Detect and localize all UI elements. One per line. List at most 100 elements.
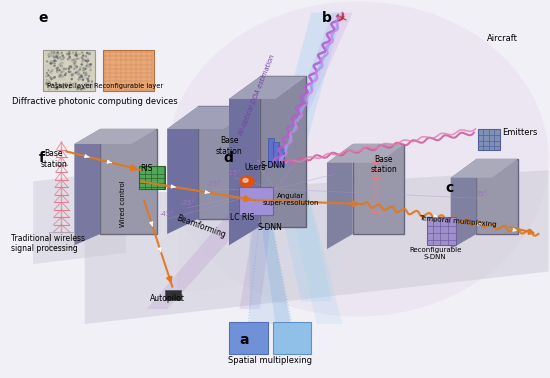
Polygon shape [100, 129, 157, 234]
FancyBboxPatch shape [103, 50, 154, 91]
Text: b: b [322, 11, 332, 25]
Point [79, 57, 88, 63]
Point [58, 66, 67, 72]
Point [42, 70, 51, 76]
Point [62, 66, 70, 72]
Point [52, 53, 61, 59]
Point [47, 50, 56, 56]
Polygon shape [276, 12, 353, 163]
Point [67, 65, 75, 71]
Point [87, 79, 96, 85]
Polygon shape [229, 76, 306, 99]
Text: Autopilot: Autopilot [150, 294, 185, 303]
Point [54, 55, 63, 61]
Polygon shape [85, 170, 548, 324]
Point [85, 73, 94, 79]
Text: LC RIS: LC RIS [230, 214, 254, 222]
Point [49, 59, 58, 65]
Point [45, 79, 54, 85]
Point [48, 81, 57, 87]
Point [59, 54, 68, 60]
Point [49, 59, 58, 65]
Point [70, 60, 79, 67]
Point [87, 71, 96, 77]
Point [71, 53, 80, 59]
Point [52, 58, 60, 64]
Point [57, 73, 65, 79]
Point [78, 59, 87, 65]
Point [68, 63, 77, 69]
Point [46, 85, 54, 91]
FancyBboxPatch shape [48, 232, 74, 247]
Polygon shape [280, 163, 343, 324]
Point [69, 63, 78, 69]
Point [56, 59, 65, 65]
Point [55, 56, 64, 62]
Polygon shape [146, 189, 276, 309]
Point [87, 84, 96, 90]
Text: Base
station: Base station [370, 155, 397, 174]
Point [47, 64, 56, 70]
Point [86, 67, 95, 73]
Point [86, 67, 95, 73]
Text: f: f [39, 152, 44, 166]
Point [55, 77, 64, 83]
Polygon shape [239, 189, 276, 309]
Point [69, 81, 78, 87]
Point [56, 71, 64, 77]
Point [72, 70, 80, 76]
Point [53, 69, 62, 75]
Point [78, 74, 86, 80]
Point [81, 57, 90, 64]
Point [65, 73, 74, 79]
Point [79, 61, 88, 67]
Point [82, 73, 91, 79]
Point [50, 55, 59, 61]
Point [87, 82, 96, 88]
Point [43, 51, 52, 57]
Point [66, 80, 75, 86]
Point [69, 84, 78, 90]
Text: Emitters: Emitters [502, 128, 537, 137]
Text: Aircraft: Aircraft [487, 34, 518, 43]
Point [65, 85, 74, 91]
Point [87, 84, 96, 90]
Point [81, 66, 90, 72]
Point [68, 58, 77, 64]
Point [74, 68, 83, 74]
Point [85, 51, 94, 57]
Polygon shape [270, 163, 332, 302]
Point [48, 67, 57, 73]
Point [73, 64, 81, 70]
Point [75, 65, 84, 71]
Point [65, 86, 74, 92]
Text: -25°: -25° [206, 181, 221, 187]
Point [72, 53, 81, 59]
Text: -5°: -5° [255, 161, 265, 166]
Point [84, 63, 93, 69]
Point [78, 83, 86, 89]
Point [62, 83, 71, 89]
Point [70, 79, 79, 85]
Point [51, 65, 59, 71]
Point [86, 85, 95, 91]
Point [67, 82, 75, 88]
Point [84, 62, 93, 68]
Point [71, 59, 80, 65]
Point [79, 67, 88, 73]
Point [70, 50, 79, 56]
Point [45, 83, 54, 89]
Point [46, 63, 55, 69]
Point [82, 70, 91, 76]
Point [42, 73, 51, 79]
Point [72, 60, 80, 67]
Point [50, 74, 59, 80]
Point [79, 57, 88, 63]
Polygon shape [229, 76, 260, 245]
Point [75, 82, 84, 88]
Point [44, 73, 53, 79]
Point [73, 69, 82, 75]
Point [65, 56, 74, 62]
Point [55, 67, 64, 73]
Point [53, 65, 62, 71]
